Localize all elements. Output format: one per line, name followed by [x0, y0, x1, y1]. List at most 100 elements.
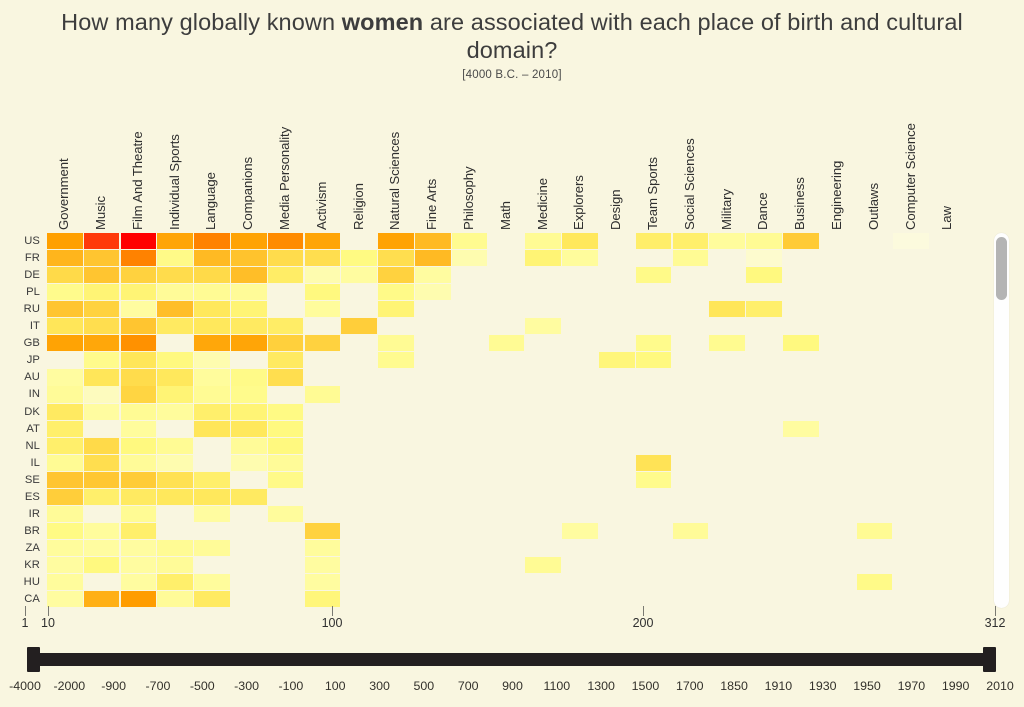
heatmap-cell[interactable] — [635, 267, 672, 284]
heatmap-cell[interactable] — [856, 574, 893, 591]
column-header-computer-science[interactable]: Computer Science — [902, 123, 918, 230]
heatmap-cell[interactable] — [267, 454, 304, 471]
heatmap-cell[interactable] — [83, 403, 120, 420]
heatmap-cell[interactable] — [194, 574, 230, 591]
heatmap-cell[interactable] — [47, 420, 83, 437]
heatmap-cell[interactable] — [83, 267, 120, 284]
heatmap-cell[interactable] — [304, 267, 341, 284]
heatmap-cell[interactable] — [267, 267, 304, 284]
row-label-nl[interactable]: NL — [25, 439, 40, 452]
heatmap-cell[interactable] — [231, 318, 267, 335]
heatmap-grid[interactable] — [47, 233, 967, 608]
heatmap-cell[interactable] — [378, 301, 414, 318]
heatmap-cell[interactable] — [83, 301, 120, 318]
heatmap-cell[interactable] — [120, 420, 157, 437]
column-header-language[interactable]: Language — [203, 172, 219, 230]
row-label-se[interactable]: SE — [24, 473, 40, 486]
row-label-za[interactable]: ZA — [25, 541, 40, 554]
heatmap-cell[interactable] — [47, 318, 83, 335]
heatmap-cell[interactable] — [231, 403, 267, 420]
heatmap-cell[interactable] — [562, 233, 598, 250]
heatmap-cell[interactable] — [378, 335, 414, 352]
heatmap-cell[interactable] — [157, 386, 194, 403]
heatmap-cell[interactable] — [525, 556, 562, 574]
column-header-outlaws[interactable]: Outlaws — [865, 183, 881, 230]
heatmap-cell[interactable] — [599, 352, 635, 369]
heatmap-cell[interactable] — [120, 284, 157, 301]
row-label-ir[interactable]: IR — [28, 507, 40, 520]
heatmap-cell[interactable] — [157, 403, 194, 420]
heatmap-cell[interactable] — [120, 369, 157, 386]
heatmap-cell[interactable] — [83, 437, 120, 454]
column-header-team-sports[interactable]: Team Sports — [645, 157, 661, 230]
heatmap-cell[interactable] — [267, 318, 304, 335]
heatmap-cell[interactable] — [525, 250, 562, 267]
heatmap-cell[interactable] — [635, 233, 672, 250]
heatmap-cell[interactable] — [415, 250, 451, 267]
heatmap-cell[interactable] — [267, 420, 304, 437]
heatmap-cell[interactable] — [120, 539, 157, 557]
heatmap-cell[interactable] — [157, 437, 194, 454]
heatmap-cell[interactable] — [47, 233, 83, 250]
heatmap-cell[interactable] — [267, 233, 304, 250]
heatmap-cell[interactable] — [525, 233, 562, 250]
column-header-music[interactable]: Music — [93, 196, 109, 230]
column-header-medicine[interactable]: Medicine — [534, 178, 550, 230]
heatmap-cell[interactable] — [267, 471, 304, 488]
heatmap-cell[interactable] — [83, 454, 120, 471]
row-label-au[interactable]: AU — [24, 371, 40, 384]
heatmap-cell[interactable] — [746, 267, 782, 284]
heatmap-cell[interactable] — [672, 233, 709, 250]
heatmap-cell[interactable] — [304, 591, 341, 608]
heatmap-cell[interactable] — [231, 301, 267, 318]
column-header-design[interactable]: Design — [608, 189, 624, 230]
heatmap-cell[interactable] — [525, 318, 562, 335]
heatmap-cell[interactable] — [157, 591, 194, 608]
heatmap-cell[interactable] — [157, 250, 194, 267]
heatmap-cell[interactable] — [231, 386, 267, 403]
heatmap-cell[interactable] — [47, 301, 83, 318]
timeline-track[interactable] — [28, 653, 996, 666]
heatmap-cell[interactable] — [83, 386, 120, 403]
heatmap-cell[interactable] — [194, 250, 230, 267]
heatmap-cell[interactable] — [378, 233, 414, 250]
heatmap-cell[interactable] — [231, 267, 267, 284]
heatmap-cell[interactable] — [304, 386, 341, 403]
heatmap-cell[interactable] — [47, 284, 83, 301]
heatmap-cell[interactable] — [47, 403, 83, 420]
column-header-explorers[interactable]: Explorers — [571, 175, 587, 230]
heatmap-cell[interactable] — [194, 369, 230, 386]
row-label-ca[interactable]: CA — [24, 593, 40, 606]
heatmap-cell[interactable] — [120, 352, 157, 369]
heatmap-cell[interactable] — [157, 369, 194, 386]
heatmap-cell[interactable] — [47, 522, 83, 539]
column-header-math[interactable]: Math — [497, 201, 513, 230]
heatmap-cell[interactable] — [415, 233, 451, 250]
heatmap-cell[interactable] — [83, 556, 120, 574]
heatmap-cell[interactable] — [231, 437, 267, 454]
heatmap-cell[interactable] — [231, 369, 267, 386]
heatmap-cell[interactable] — [304, 539, 341, 557]
row-label-at[interactable]: AT — [26, 422, 40, 435]
heatmap-cell[interactable] — [120, 301, 157, 318]
heatmap-cell[interactable] — [120, 233, 157, 250]
heatmap-cell[interactable] — [157, 454, 194, 471]
column-header-natural-sciences[interactable]: Natural Sciences — [387, 131, 403, 230]
heatmap-cell[interactable] — [157, 352, 194, 369]
column-header-military[interactable]: Military — [718, 189, 734, 230]
heatmap-cell[interactable] — [231, 250, 267, 267]
heatmap-cell[interactable] — [267, 250, 304, 267]
column-header-companions[interactable]: Companions — [240, 156, 256, 230]
row-label-il[interactable]: IL — [30, 456, 40, 469]
heatmap-cell[interactable] — [47, 488, 83, 505]
column-header-law[interactable]: Law — [939, 206, 955, 230]
heatmap-cell[interactable] — [267, 437, 304, 454]
heatmap-cell[interactable] — [194, 591, 230, 608]
heatmap-cell[interactable] — [304, 574, 341, 591]
heatmap-cell[interactable] — [341, 318, 378, 335]
heatmap-cell[interactable] — [157, 488, 194, 505]
heatmap-cell[interactable] — [415, 284, 451, 301]
heatmap-cell[interactable] — [83, 539, 120, 557]
heatmap-cell[interactable] — [415, 267, 451, 284]
heatmap-cell[interactable] — [304, 301, 341, 318]
